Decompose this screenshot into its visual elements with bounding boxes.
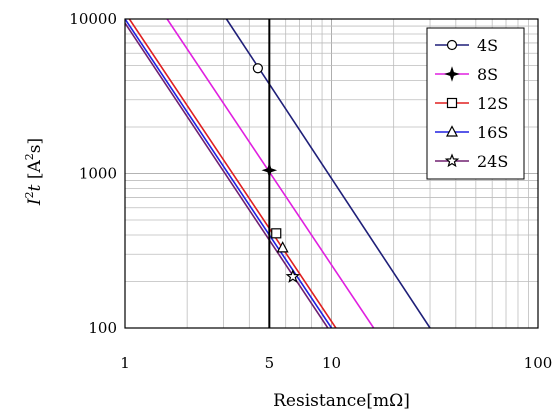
x-axis-title: Resistance[mΩ] bbox=[273, 391, 410, 411]
legend: 4S 8S 12S 16S 24S bbox=[426, 27, 525, 180]
y-tick-labels: 100 1000 10000 bbox=[69, 10, 117, 337]
x-tick-label: 10 bbox=[322, 354, 341, 372]
plot-frame bbox=[124, 18, 539, 329]
legend-entry-24s: 24S bbox=[435, 152, 508, 171]
y-title-open: [A bbox=[25, 160, 45, 185]
legend-label: 24S bbox=[477, 152, 508, 171]
legend-label: 16S bbox=[477, 123, 508, 142]
legend-label: 4S bbox=[477, 36, 498, 55]
marker-24s bbox=[285, 268, 301, 283]
y-title-close: s] bbox=[25, 138, 45, 153]
y-title-t: t bbox=[25, 184, 45, 191]
legend-marker bbox=[444, 66, 460, 82]
legend-entry-16s: 16S bbox=[435, 123, 508, 142]
legend-label: 12S bbox=[477, 94, 508, 113]
marker-8s bbox=[261, 162, 278, 179]
x-tick-label: 5 bbox=[265, 354, 275, 372]
x-tick-label: 1 bbox=[120, 354, 130, 372]
y-title-i: I bbox=[25, 198, 45, 206]
series-line-12s bbox=[128, 19, 337, 328]
legend-entry-4s: 4S bbox=[435, 36, 498, 55]
marker-4s bbox=[252, 63, 263, 74]
y-tick-label: 100 bbox=[88, 319, 117, 337]
legend-marker bbox=[446, 97, 458, 109]
y-title-sup1: 2 bbox=[23, 191, 36, 198]
marker-16s bbox=[276, 241, 289, 253]
series-markers bbox=[252, 63, 301, 283]
y-tick-label: 1000 bbox=[79, 165, 117, 183]
y-tick-label: 10000 bbox=[69, 10, 117, 28]
legend-label: 8S bbox=[477, 65, 498, 84]
marker-12s bbox=[271, 228, 282, 239]
legend-entry-12s: 12S bbox=[435, 94, 508, 113]
x-tick-label: 100 bbox=[524, 354, 553, 372]
y-title-sup2: 2 bbox=[23, 153, 36, 160]
legend-marker bbox=[444, 153, 460, 168]
legend-marker bbox=[446, 125, 458, 137]
x-tick-labels: 1 5 10 100 bbox=[120, 354, 552, 372]
legend-entries: 4S 8S 12S 16S 24S bbox=[435, 36, 508, 171]
legend-entry-8s: 8S bbox=[435, 65, 498, 84]
y-axis-title: I2t [A2s] bbox=[23, 138, 45, 206]
legend-marker bbox=[446, 39, 458, 51]
